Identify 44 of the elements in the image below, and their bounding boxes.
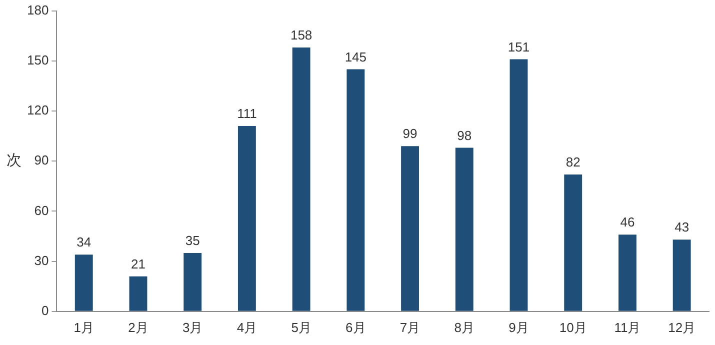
bar	[401, 146, 419, 311]
x-tick-label: 3月	[182, 320, 203, 335]
bar	[672, 240, 691, 311]
bar	[184, 252, 202, 311]
x-tick-label: 8月	[454, 320, 474, 335]
bar	[346, 69, 365, 311]
data-label: 43	[674, 220, 690, 235]
x-tick-label: 11月	[614, 320, 641, 335]
data-label: 111	[237, 106, 257, 122]
y-tick-label: 60	[34, 202, 49, 218]
data-label: 21	[130, 256, 146, 272]
y-tick-label: 30	[34, 252, 49, 268]
y-tick-label: 0	[41, 302, 49, 318]
data-label: 151	[508, 39, 530, 54]
y-tick-label: 180	[26, 2, 49, 18]
data-label: 34	[76, 234, 92, 250]
bar	[238, 126, 256, 311]
data-label: 46	[620, 214, 635, 230]
y-axis-title: 次	[6, 152, 22, 170]
x-tick-label: 1月	[74, 320, 94, 335]
y-tick-label: 150	[26, 52, 49, 68]
data-label: 98	[457, 128, 472, 143]
bar	[74, 254, 93, 311]
x-tick-label: 6月	[346, 320, 366, 335]
data-label: 35	[185, 233, 200, 248]
x-tick-label: 12月	[668, 320, 696, 335]
x-tick-label: 10月	[559, 320, 587, 335]
data-label: 145	[344, 49, 367, 64]
x-tick-label: 9月	[508, 320, 529, 335]
x-tick-label: 4月	[236, 320, 258, 335]
x-tick-label: 7月	[400, 320, 420, 335]
data-label: 99	[402, 126, 418, 142]
bar	[129, 276, 148, 311]
data-label: 158	[290, 28, 312, 43]
x-tick-label: 5月	[291, 320, 312, 335]
x-tick-label: 2月	[128, 320, 148, 335]
data-label: 82	[566, 154, 580, 170]
bar	[455, 148, 474, 311]
bar	[292, 48, 310, 311]
y-tick-label: 90	[34, 152, 49, 168]
bar	[564, 174, 582, 311]
bar	[618, 234, 636, 311]
y-tick-label: 120	[26, 102, 49, 118]
bar	[510, 59, 528, 311]
